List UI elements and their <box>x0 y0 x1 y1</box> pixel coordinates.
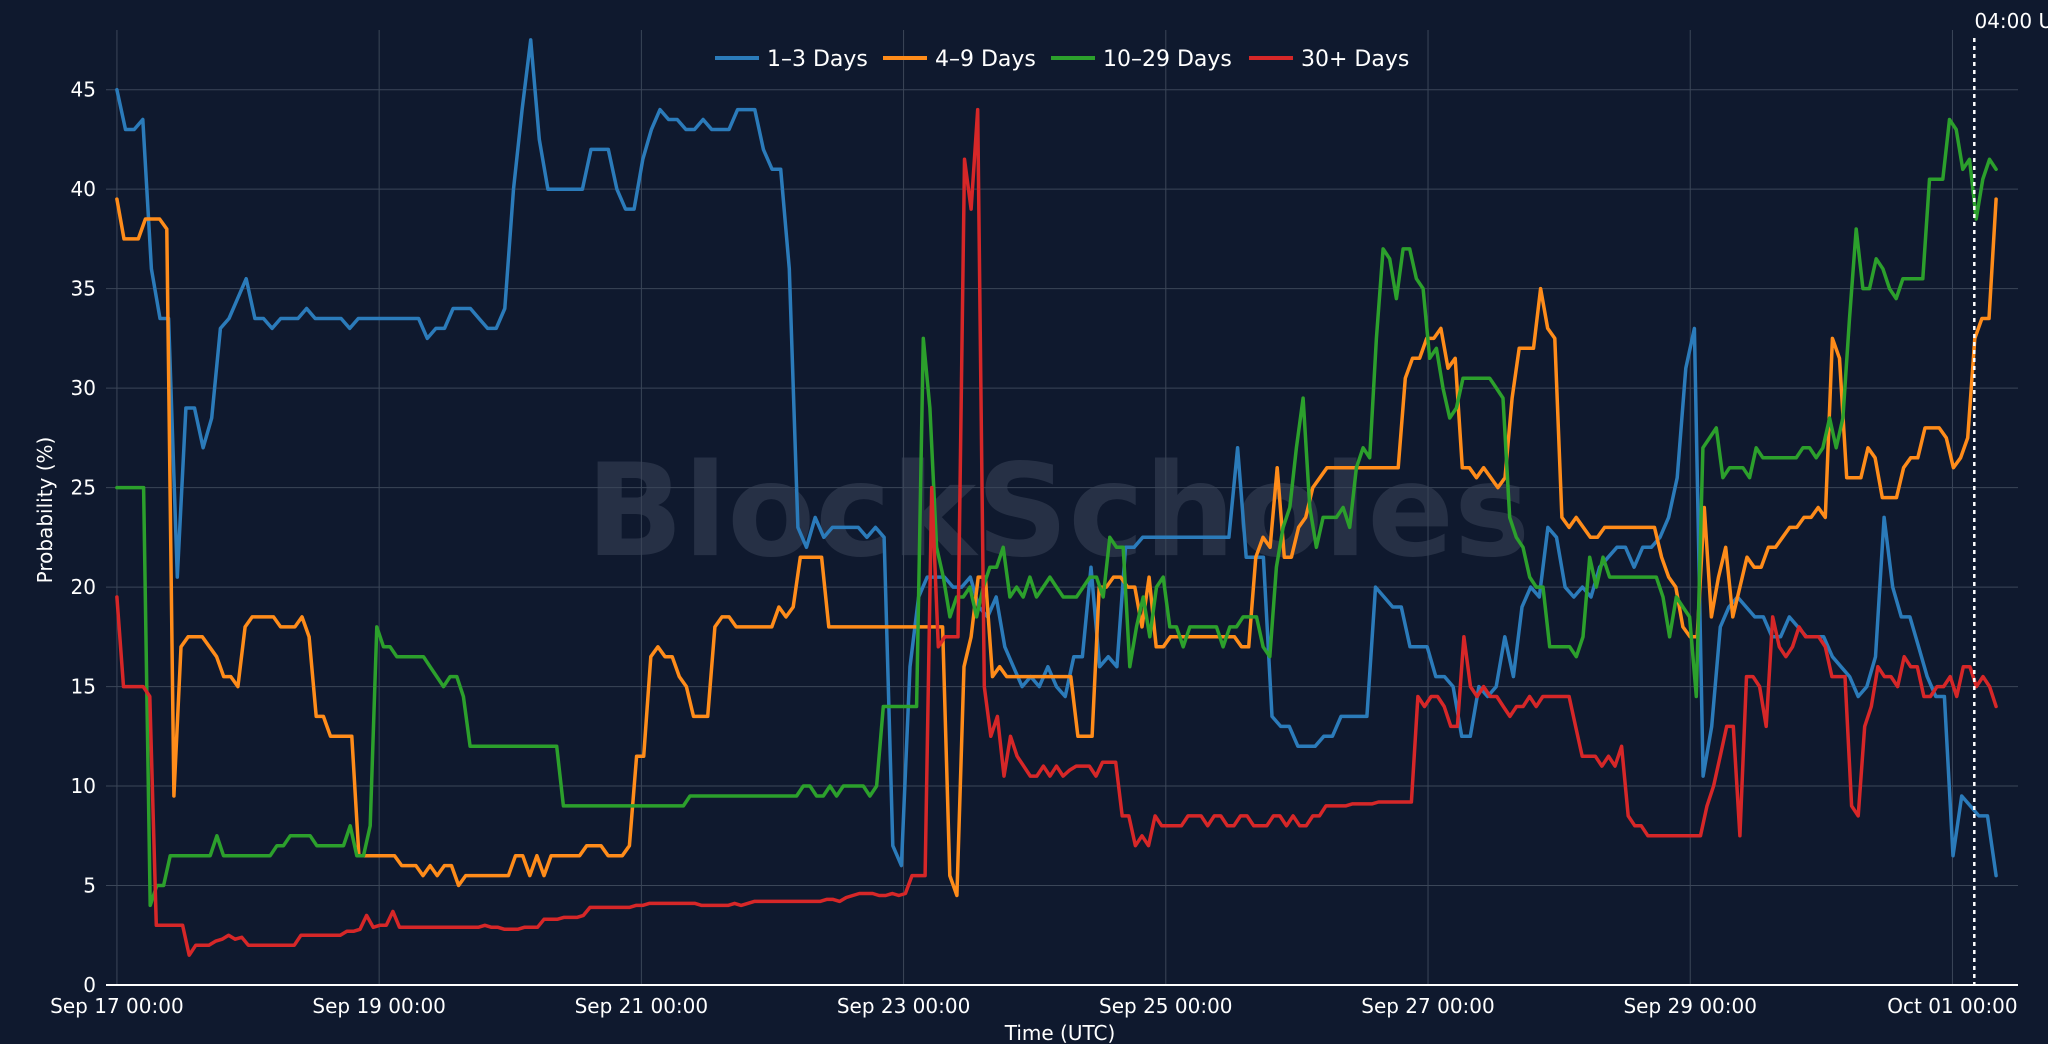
x-tick-label: Oct 01 00:00 <box>1887 994 2017 1018</box>
legend-label: 10–29 Days <box>1103 47 1232 72</box>
y-tick-label: 40 <box>71 177 96 201</box>
y-axis-title: Probability (%) <box>33 437 57 584</box>
x-tick-label: Sep 29 00:00 <box>1623 994 1757 1018</box>
y-axis-ticks: 0 5 10 15 20 25 30 35 40 45 <box>71 78 96 997</box>
x-tick-label: Sep 21 00:00 <box>575 994 709 1018</box>
y-tick-label: 30 <box>71 376 96 400</box>
legend: 1–3 Days 4–9 Days 10–29 Days 30+ Days <box>715 47 1409 72</box>
y-tick-label: 35 <box>71 277 96 301</box>
x-tick-label: Sep 19 00:00 <box>312 994 446 1018</box>
y-tick-label: 15 <box>71 675 96 699</box>
x-tick-label: Sep 17 00:00 <box>50 994 184 1018</box>
x-tick-label: Sep 27 00:00 <box>1361 994 1495 1018</box>
x-tick-label: Sep 25 00:00 <box>1099 994 1233 1018</box>
y-tick-label: 10 <box>71 774 96 798</box>
series-line-1 <box>115 197 1998 898</box>
series-line-2 <box>115 117 1998 908</box>
horizontal-gridlines <box>106 89 2018 887</box>
series-lines <box>115 38 1998 957</box>
series-line-3 <box>115 107 1998 957</box>
series-line-0 <box>115 38 1998 878</box>
legend-label: 1–3 Days <box>767 47 868 72</box>
current-time-label: 04:00 UTC <box>1974 9 2048 33</box>
y-tick-label: 0 <box>83 973 96 997</box>
current-time-marker: 04:00 UTC <box>1973 9 2048 985</box>
y-tick-label: 25 <box>71 476 96 500</box>
x-axis-title: Time (UTC) <box>1004 1021 1116 1044</box>
x-tick-label: Sep 23 00:00 <box>837 994 971 1018</box>
legend-label: 30+ Days <box>1301 47 1409 72</box>
y-tick-label: 20 <box>71 575 96 599</box>
y-tick-label: 5 <box>83 874 96 898</box>
legend-label: 4–9 Days <box>935 47 1036 72</box>
x-axis-ticks: Sep 17 00:00 Sep 19 00:00 Sep 21 00:00 Sep … <box>50 994 2017 1018</box>
y-tick-label: 45 <box>71 78 96 102</box>
watermark: BlockScholes <box>586 437 1530 586</box>
